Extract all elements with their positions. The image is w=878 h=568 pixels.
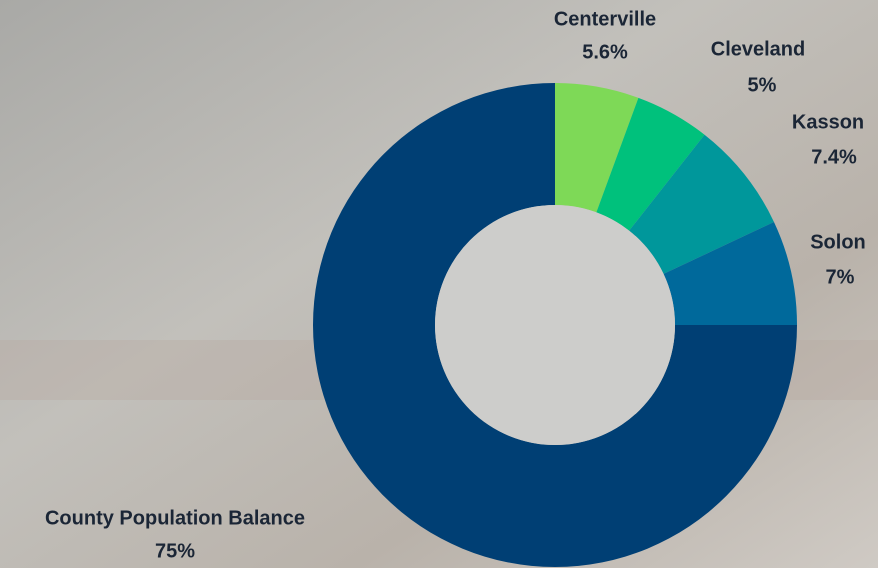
slice-value-label: 5.6% <box>582 41 628 63</box>
slice-label: Centerville <box>554 8 656 30</box>
slice-label: Cleveland <box>711 38 805 60</box>
donut-segment <box>629 134 774 274</box>
slice-value-label: 75% <box>155 540 195 562</box>
slice-value-label: 7.4% <box>811 146 857 168</box>
slice-value-label: 7% <box>826 266 855 288</box>
slice-label: County Population Balance <box>45 507 305 529</box>
donut-segment <box>555 83 639 213</box>
donut-segment <box>596 97 705 231</box>
donut-segment <box>663 221 797 325</box>
slice-label: Kasson <box>792 111 864 133</box>
slice-label: Solon <box>810 231 866 253</box>
slice-value-label: 5% <box>748 74 777 96</box>
donut-segment <box>313 83 797 567</box>
donut-hole <box>435 205 675 445</box>
